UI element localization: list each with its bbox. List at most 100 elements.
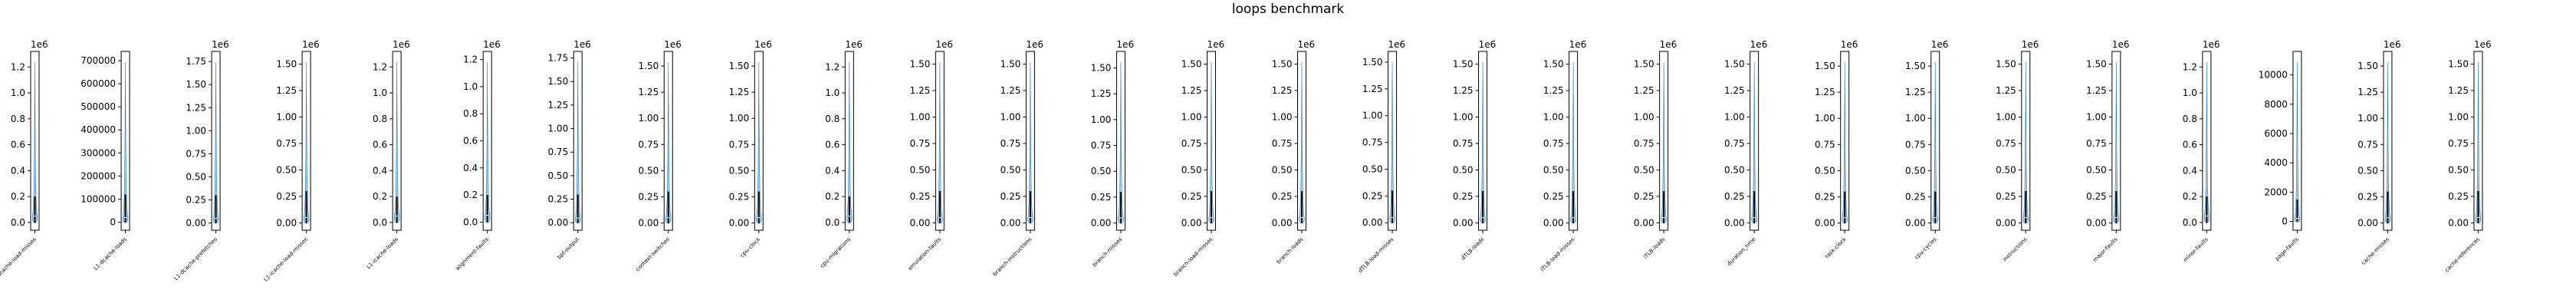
y-tick-label: 0.2 [2183, 191, 2197, 202]
y-tick-label: 0.00 [1362, 217, 1383, 228]
x-tick-label: branch-load-misses [1172, 236, 1214, 278]
y-tick-label: 0.4 [463, 163, 478, 173]
y-tick-label: 1.50 [910, 59, 931, 70]
y-tick-label: 1.00 [729, 113, 750, 124]
y-tick-label: 0.25 [639, 191, 659, 202]
y-tick-label: 0.00 [2086, 217, 2107, 228]
y-tick-label: 0.0 [373, 217, 387, 228]
x-tick-label: duration_time [1726, 236, 1756, 267]
y-tick-label: 0.0 [825, 217, 840, 228]
violin-body [1751, 61, 1757, 224]
y-tick-label: 0.75 [729, 139, 750, 150]
x-tick-label: L1-icache-loads [366, 236, 400, 271]
y-tick-label: 0.50 [1543, 164, 1564, 175]
violin-body [2384, 61, 2391, 224]
offset-multiplier: 1e6 [31, 39, 48, 50]
violin-body [1118, 61, 1124, 224]
y-tick-label: 0.0 [463, 216, 478, 227]
y-tick-label: 1.50 [1453, 59, 1474, 70]
violin-body [2113, 61, 2120, 224]
y-tick-label: 1.00 [1543, 111, 1564, 122]
offset-multiplier: 1e6 [1116, 39, 1134, 50]
x-tick-label: cpu-migrations [819, 236, 852, 269]
y-tick-label: 1.25 [729, 87, 750, 97]
y-tick-label: 1.25 [2448, 85, 2469, 96]
y-tick-label: 0.75 [1543, 138, 1564, 149]
y-tick-label: 1.2 [11, 61, 25, 72]
offset-multiplier: 1e6 [302, 39, 320, 50]
y-tick-label: 0.00 [186, 217, 206, 228]
y-tick-label: 0.25 [1091, 192, 1112, 203]
y-tick-label: 1.2 [2183, 61, 2197, 72]
x-tick-label: cache-references [2444, 236, 2482, 274]
y-tick-label: 1.50 [1634, 59, 1654, 70]
y-tick-label: 1.0 [11, 87, 25, 98]
y-tick-label: 1.00 [1181, 111, 1202, 122]
x-tick-label: L1-dcache-prefetches [173, 236, 219, 282]
figure-title: loops benchmark [1231, 2, 1345, 17]
y-tick-label: 1.50 [2448, 59, 2469, 70]
y-tick-label: 0.50 [1996, 164, 2016, 175]
y-tick-label: 0.25 [547, 194, 568, 205]
violin-body [1570, 61, 1576, 224]
y-tick-label: 0.50 [1453, 164, 1474, 175]
y-tick-label: 0.8 [2183, 114, 2197, 124]
offset-multiplier: 1e6 [1931, 39, 1949, 50]
y-tick-label: 1.25 [910, 85, 931, 96]
offset-multiplier: 1e6 [664, 39, 682, 50]
y-tick-label: 1.50 [1091, 63, 1112, 74]
y-tick-label: 0.6 [11, 140, 25, 150]
offset-multiplier: 1e6 [2384, 39, 2401, 50]
y-tick-label: 0.50 [1272, 164, 1293, 175]
violin-body [484, 61, 491, 223]
y-tick-label: 0.2 [463, 190, 478, 200]
y-tick-label: 0.2 [825, 191, 840, 202]
y-tick-label: 0.25 [1724, 191, 1745, 202]
offset-multiplier: 1e6 [1569, 39, 1587, 50]
y-tick-label: 1.00 [1001, 111, 1021, 122]
y-tick-label: 1.25 [2086, 85, 2107, 96]
y-tick-label: 0.4 [825, 165, 840, 176]
violin-body [1299, 61, 1305, 224]
y-tick-label: 600000 [80, 78, 116, 89]
offset-multiplier: 1e6 [212, 39, 229, 50]
y-tick-label: 1.00 [186, 125, 206, 136]
y-tick-label: 0.50 [1724, 164, 1745, 175]
y-tick-label: 1.0 [2183, 87, 2197, 98]
offset-multiplier: 1e6 [1026, 39, 1043, 50]
x-tick-label: iTLB-load-misses [1539, 236, 1576, 273]
offset-multiplier: 1e6 [1750, 39, 1768, 50]
y-tick-label: 0.25 [729, 191, 750, 202]
y-tick-label: 700000 [80, 55, 116, 66]
y-tick-label: 1.25 [1001, 85, 1021, 96]
violin-body [937, 61, 943, 224]
y-tick-label: 0.25 [1181, 191, 1202, 202]
y-tick-label: 1.25 [639, 87, 659, 97]
y-tick-label: 0.25 [186, 194, 206, 205]
y-tick-label: 0.50 [1091, 166, 1112, 177]
y-tick-label: 0.25 [2448, 191, 2469, 202]
violin-body [393, 61, 400, 224]
offset-multiplier: 1e6 [483, 39, 501, 50]
y-tick-label: 0.75 [186, 148, 206, 159]
y-tick-label: 0.25 [1272, 191, 1293, 202]
y-tick-label: 0.25 [276, 191, 297, 202]
offset-multiplier: 1e6 [1207, 39, 1224, 50]
violin-body [756, 61, 762, 224]
y-tick-label: 10000 [2259, 70, 2288, 81]
y-tick-label: 0.8 [825, 114, 840, 124]
y-tick-label: 1.00 [1634, 111, 1654, 122]
y-tick-label: 1.50 [1905, 61, 1926, 71]
violin-body [1480, 61, 1486, 224]
y-tick-label: 0.75 [2358, 139, 2378, 150]
violin-body [1208, 61, 1214, 224]
offset-multiplier: 1e6 [845, 39, 863, 50]
offset-multiplier: 1e6 [1479, 39, 1497, 50]
x-tick-label: branch-instructions [992, 236, 1033, 278]
y-tick-label: 0.4 [2183, 165, 2197, 176]
y-tick-label: 1.00 [2448, 111, 2469, 122]
y-tick-label: 1.50 [1996, 59, 2016, 70]
y-tick-label: 0.75 [2086, 138, 2107, 149]
y-tick-label: 0.50 [186, 171, 206, 182]
y-tick-label: 0.25 [2086, 191, 2107, 202]
